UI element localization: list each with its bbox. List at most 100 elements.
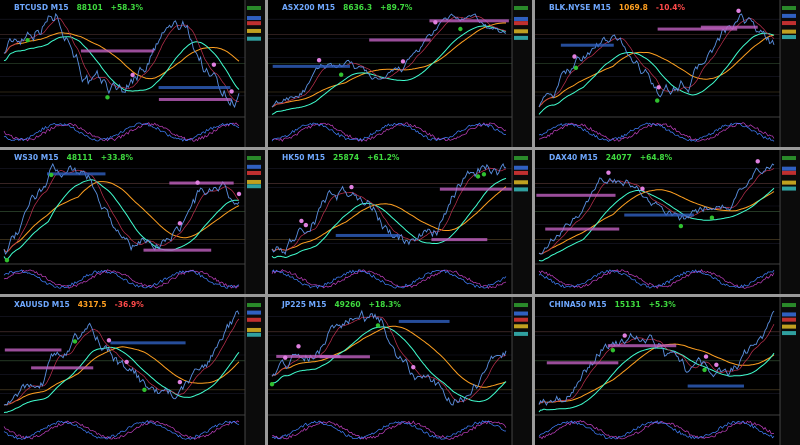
scale-tag	[514, 311, 528, 316]
zone-bar	[624, 213, 694, 217]
scale-tag	[247, 164, 261, 169]
scale-tag	[247, 28, 261, 33]
signal-marker	[316, 57, 322, 63]
signal-marker	[475, 174, 481, 179]
zone-bar	[169, 181, 234, 185]
chart-panel[interactable]: ASX200 M15 8636.3 +89.7%	[268, 0, 532, 147]
scale-tag	[782, 29, 796, 34]
zone-bar	[687, 384, 744, 388]
zone-bar	[545, 227, 620, 231]
oscillator-line	[271, 269, 507, 290]
oscillator-line	[272, 122, 507, 143]
chart-panel[interactable]: BTCUSD M15 88101 +58.3%	[0, 0, 265, 147]
zone-bar	[369, 38, 431, 42]
scale-tag	[247, 6, 261, 11]
oscillator-line	[271, 269, 507, 290]
signal-marker	[678, 223, 684, 229]
price-line	[271, 163, 507, 256]
scale-tag	[247, 156, 261, 161]
signal-marker	[229, 89, 234, 94]
signal-marker	[236, 191, 242, 197]
symbol-label: HK50 M15	[282, 153, 326, 162]
change-label: -36.9%	[114, 300, 144, 309]
zone-bar	[272, 64, 351, 68]
chart-canvas	[535, 0, 800, 147]
scale-tag	[782, 180, 796, 185]
signal-marker	[106, 338, 112, 343]
scale-tag	[514, 21, 528, 26]
signal-marker	[755, 159, 760, 164]
trend-line	[3, 179, 239, 260]
trend-line	[3, 36, 240, 92]
signal-marker	[714, 362, 719, 367]
scale-tag	[514, 29, 528, 34]
scale-tag	[782, 156, 796, 161]
scale-tag	[782, 21, 796, 26]
trend-line	[538, 32, 775, 115]
signal-marker	[296, 344, 301, 349]
price-label: 88101	[76, 3, 103, 12]
scale-tag	[247, 332, 261, 337]
signal-marker	[130, 72, 135, 78]
zone-bar	[429, 19, 509, 23]
chart-panel[interactable]: BLK.NYSE M15 1069.8 -10.4%	[535, 0, 800, 147]
zone-bar	[607, 344, 677, 348]
signal-marker	[610, 348, 616, 353]
signal-marker	[124, 359, 129, 365]
scale-tag	[782, 166, 796, 171]
scale-tag	[247, 303, 261, 308]
moving-average-slow	[3, 32, 240, 80]
zone-bar	[31, 366, 94, 370]
zone-bar	[546, 361, 619, 365]
oscillator-line	[538, 420, 775, 440]
scale-tag	[247, 21, 261, 26]
oscillator-line	[3, 122, 240, 142]
chart-panel[interactable]: JP225 M15 49260 +18.3%	[268, 297, 532, 445]
scale-tag	[247, 179, 261, 184]
chart-header: BLK.NYSE M15 1069.8 -10.4%	[549, 3, 685, 12]
signal-marker	[375, 323, 381, 328]
oscillator-line	[3, 420, 240, 440]
zone-bar	[319, 355, 370, 359]
chart-panel[interactable]: DAX40 M15 24077 +64.8%	[535, 150, 800, 294]
oscillator-line	[538, 122, 775, 142]
symbol-label: WS30 M15	[14, 153, 59, 162]
scale-tag	[247, 170, 261, 175]
price-label: 15131	[614, 300, 641, 309]
oscillator-line	[3, 269, 240, 289]
zone-bar	[560, 43, 614, 47]
chart-canvas	[268, 297, 532, 445]
signal-marker	[338, 72, 344, 77]
chart-panel[interactable]: HK50 M15 25874 +61.2%	[268, 150, 532, 294]
chart-header: XAUUSD M15 4317.5 -36.9%	[14, 300, 144, 309]
scale-tag	[782, 303, 796, 308]
chart-panel[interactable]: XAUUSD M15 4317.5 -36.9%	[0, 297, 265, 445]
signal-marker	[573, 65, 579, 71]
oscillator-line	[3, 420, 240, 440]
price-label: 1069.8	[618, 3, 648, 12]
scale-tag	[247, 184, 261, 189]
price-label: 8636.3	[343, 3, 373, 12]
scale-tag	[514, 16, 528, 21]
chart-canvas	[268, 0, 532, 147]
signal-marker	[709, 215, 715, 220]
trend-line	[271, 177, 507, 259]
oscillator-line	[538, 420, 774, 440]
zone-bar	[700, 25, 758, 29]
scale-tag	[782, 324, 796, 329]
price-label: 48111	[66, 153, 93, 162]
scale-tag	[247, 310, 261, 315]
oscillator-line	[538, 269, 775, 289]
scale-tag	[247, 327, 261, 332]
scale-tag	[782, 186, 796, 191]
oscillator-line	[538, 122, 775, 142]
zone-bar	[46, 172, 106, 176]
chart-canvas	[268, 150, 532, 294]
signal-marker	[105, 95, 110, 100]
scale-tag	[247, 36, 261, 41]
price-line	[3, 12, 240, 109]
signal-marker	[736, 8, 741, 14]
chart-panel[interactable]: CHINA50 M15 15131 +5.3%	[535, 297, 800, 445]
price-line	[271, 13, 507, 108]
chart-panel[interactable]: WS30 M15 48111 +33.8%	[0, 150, 265, 294]
